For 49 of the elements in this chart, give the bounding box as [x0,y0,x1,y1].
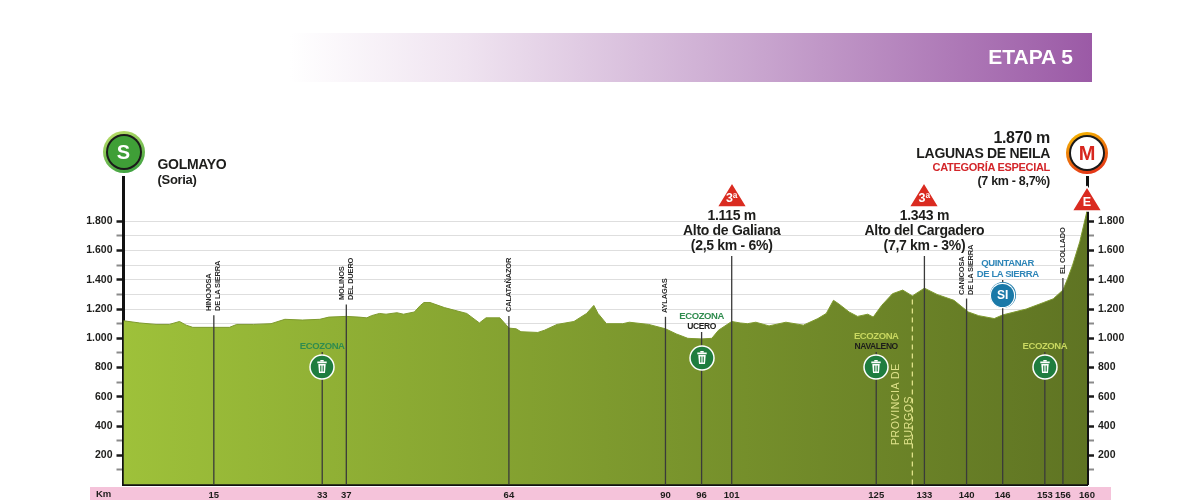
x-tick-label: 101 [723,488,741,500]
y2-tick-label: 800 [1098,360,1116,373]
x-tick-label: 125 [868,488,885,500]
ref-line-label: ECOZONA UCERO [679,309,724,331]
y-tick-label: 400 [94,418,113,431]
annotation: 1.115 m Alto de Galiana (2,5 km - 6%) [682,207,781,253]
text: S [116,141,131,163]
y-tick-label: 1.400 [86,272,113,285]
y2-tick-label: 1.400 [1098,272,1125,285]
annotation: E [1082,194,1092,209]
text: M [1078,142,1096,164]
y-tick-label: 1.000 [86,331,113,344]
x-tick-label: 64 [503,488,515,500]
x-tick-label: 146 [994,488,1011,500]
x-tick-label: 33 [316,488,328,500]
x-tick-label: 15 [208,488,220,500]
y2-tick-label: 1.800 [1098,214,1125,227]
x-tick-label: 133 [916,488,933,500]
annotation: SI [997,288,1009,302]
y2-tick-label: 400 [1098,418,1116,431]
y2-tick-label: 1.000 [1098,331,1125,344]
y-tick-label: 1.600 [86,243,113,256]
y2-tick-label: 600 [1098,389,1116,402]
annotation: GOLMAYO (Soria) [157,156,227,188]
y2-tick-label: 200 [1098,448,1116,461]
ref-line-label: QUINTANAR DE LA SIERRA [976,257,1039,279]
y-tick-label: 600 [94,389,113,402]
y-tick-label: 800 [94,360,113,373]
y-tick-label: 1.800 [86,214,113,227]
x-axis-title: Km [96,488,112,500]
y-tick-label: 1.200 [86,301,113,314]
x-tick-label: 37 [341,488,352,500]
x-tick-label: 140 [958,488,975,500]
x-tick-label: 153 [1036,488,1053,500]
ref-line-label: ECOZONA [299,340,345,351]
x-tick-label: 156 [1054,488,1071,500]
annotation: 3ª [918,190,931,205]
chart-title: ETAPA 5 [988,44,1073,70]
y2-tick-label: 1.200 [1098,301,1125,314]
annotation: 1.870 m LAGUNAS DE NEILA CATEGORÍA ESPECIAL (7 km - 8,7%) [916,129,1050,189]
ref-line-label: ECOZONA NAVALENO [853,329,899,351]
y-tick-label: 200 [94,448,113,461]
x-tick-label: 160 [1079,488,1095,500]
ref-line-label: ECOZONA [1022,340,1068,351]
x-tick-label: 96 [696,488,707,500]
ref-line-label: PROVINCIA DE BURGOS [889,362,915,445]
annotation: 3ª [725,190,738,205]
y2-tick-label: 1.600 [1098,243,1125,256]
x-tick-label: 90 [660,488,671,500]
